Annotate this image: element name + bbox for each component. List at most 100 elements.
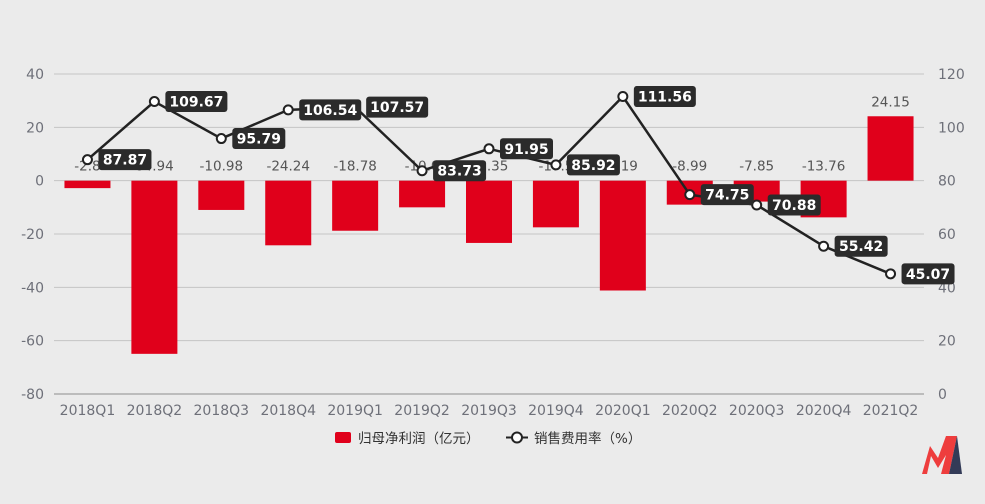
line-value-label-box — [165, 91, 228, 113]
line-value-label: 85.92 — [571, 158, 615, 174]
line-value-label: 106.54 — [303, 103, 357, 119]
line-point[interactable] — [483, 143, 495, 155]
bar[interactable] — [265, 180, 312, 246]
bar[interactable] — [332, 180, 379, 231]
right-tick-label: 100 — [938, 120, 965, 136]
line-value-label-box — [566, 154, 620, 176]
x-tick-label: 2018Q1 — [60, 403, 116, 419]
line-value-label: 107.57 — [370, 100, 424, 116]
legend-bar-swatch — [335, 432, 351, 443]
x-tick-label: 2018Q2 — [127, 403, 183, 419]
x-tick-label: 2021Q2 — [863, 403, 919, 419]
line-value-label-box — [901, 263, 955, 285]
bar[interactable] — [466, 180, 512, 243]
bar-value-label: 24.15 — [871, 94, 910, 110]
x-tick-label: 2018Q4 — [260, 403, 316, 419]
left-tick-label: -20 — [21, 227, 44, 243]
bar-value-label: -7.85 — [739, 159, 774, 175]
legend-line-marker — [511, 431, 523, 444]
line-point[interactable] — [148, 96, 160, 108]
line-value-label-box — [433, 160, 487, 182]
line-point[interactable] — [751, 199, 763, 211]
bar-value-label: -2.8 — [74, 159, 100, 175]
legend-bar-label: 归母净利润（亿元） — [358, 430, 480, 447]
right-tick-label: 120 — [938, 67, 965, 83]
x-tick-label: 2018Q3 — [194, 403, 250, 419]
x-tick-label: 2020Q1 — [595, 403, 651, 419]
line-value-label-box — [633, 86, 696, 108]
line-value-label-box — [366, 96, 429, 118]
legend-item-bar[interactable]: 归母净利润（亿元） — [335, 430, 480, 447]
line-point[interactable] — [416, 165, 428, 177]
line-value-label-box — [767, 194, 821, 216]
legend[interactable]: 归母净利润（亿元） 销售费用率（%） — [335, 430, 641, 447]
bar-series — [64, 116, 914, 354]
x-tick-label: 2019Q3 — [461, 403, 517, 419]
left-tick-label: 0 — [35, 174, 44, 190]
line-point[interactable] — [818, 240, 830, 252]
right-tick-label: 0 — [938, 387, 947, 403]
line-point[interactable] — [885, 268, 897, 280]
line-point[interactable] — [684, 189, 696, 201]
bar-value-label: -13.76 — [802, 159, 846, 175]
legend-line-label: 销售费用率（%） — [534, 430, 641, 447]
bar-value-label: -8.99 — [672, 159, 707, 175]
bar[interactable] — [64, 180, 111, 189]
line-value-label: 109.67 — [169, 95, 223, 111]
bar[interactable] — [599, 180, 646, 291]
line-value-label: 111.56 — [638, 90, 692, 106]
line-value-label: 70.88 — [772, 198, 816, 214]
line-point[interactable] — [617, 91, 629, 103]
right-tick-label: 40 — [938, 280, 956, 296]
x-tick-label: 2020Q4 — [796, 403, 852, 419]
right-tick-label: 80 — [938, 174, 956, 190]
logo — [922, 436, 962, 474]
bar[interactable] — [867, 116, 914, 181]
line-point[interactable] — [282, 104, 294, 116]
left-tick-label: 20 — [26, 120, 44, 136]
line-value-label: 74.75 — [705, 188, 749, 204]
line-point[interactable] — [215, 133, 227, 145]
line-point[interactable] — [550, 159, 562, 171]
line-value-label: 91.95 — [504, 142, 548, 158]
line-value-label: 45.07 — [906, 267, 950, 283]
right-tick-label: 20 — [938, 334, 956, 350]
left-tick-label: -40 — [21, 280, 44, 296]
bar-value-label: -10.98 — [200, 159, 244, 175]
bar[interactable] — [131, 180, 178, 354]
line-series: 87.87 109.67 95.79 106.54 107.57 83.73 91.95 85… — [81, 86, 955, 285]
bar-value-label: -24.24 — [266, 159, 310, 175]
bar[interactable] — [198, 180, 245, 210]
line-point[interactable] — [81, 154, 93, 166]
bar[interactable] — [399, 180, 446, 208]
line-value-label-box — [834, 235, 888, 257]
line-value-label-box — [700, 184, 754, 206]
x-tick-label: 2020Q3 — [729, 403, 785, 419]
bar-value-label: -18.78 — [333, 159, 377, 175]
left-tick-label: -60 — [21, 334, 44, 350]
line-value-label-box — [98, 149, 152, 171]
line-value-label-box — [500, 138, 553, 160]
line-value-label-box — [299, 99, 362, 121]
right-tick-label: 60 — [938, 227, 956, 243]
legend-item-line[interactable]: 销售费用率（%） — [506, 430, 641, 447]
left-axis: 40 20 0 -20 -40 -60 -80 — [21, 67, 44, 403]
x-tick-label: 2019Q2 — [394, 403, 450, 419]
logo-mark — [922, 436, 957, 474]
line-value-label: 55.42 — [839, 239, 883, 255]
left-tick-label: -80 — [21, 387, 44, 403]
right-axis: 120 100 80 60 40 20 0 — [938, 67, 965, 403]
line-value-label: 83.73 — [437, 164, 481, 180]
x-tick-label: 2020Q2 — [662, 403, 718, 419]
line-value-label: 87.87 — [103, 153, 147, 169]
line-value-label-box — [232, 128, 286, 150]
line-value-label: 95.79 — [237, 132, 281, 148]
x-tick-label: 2019Q4 — [528, 403, 584, 419]
bar[interactable] — [532, 180, 579, 228]
x-tick-label: 2019Q1 — [327, 403, 383, 419]
x-axis: 2018Q1 2018Q2 2018Q3 2018Q4 2019Q1 2019Q2 2019… — [60, 403, 919, 419]
left-tick-label: 40 — [26, 67, 44, 83]
logo-accent — [949, 436, 962, 474]
